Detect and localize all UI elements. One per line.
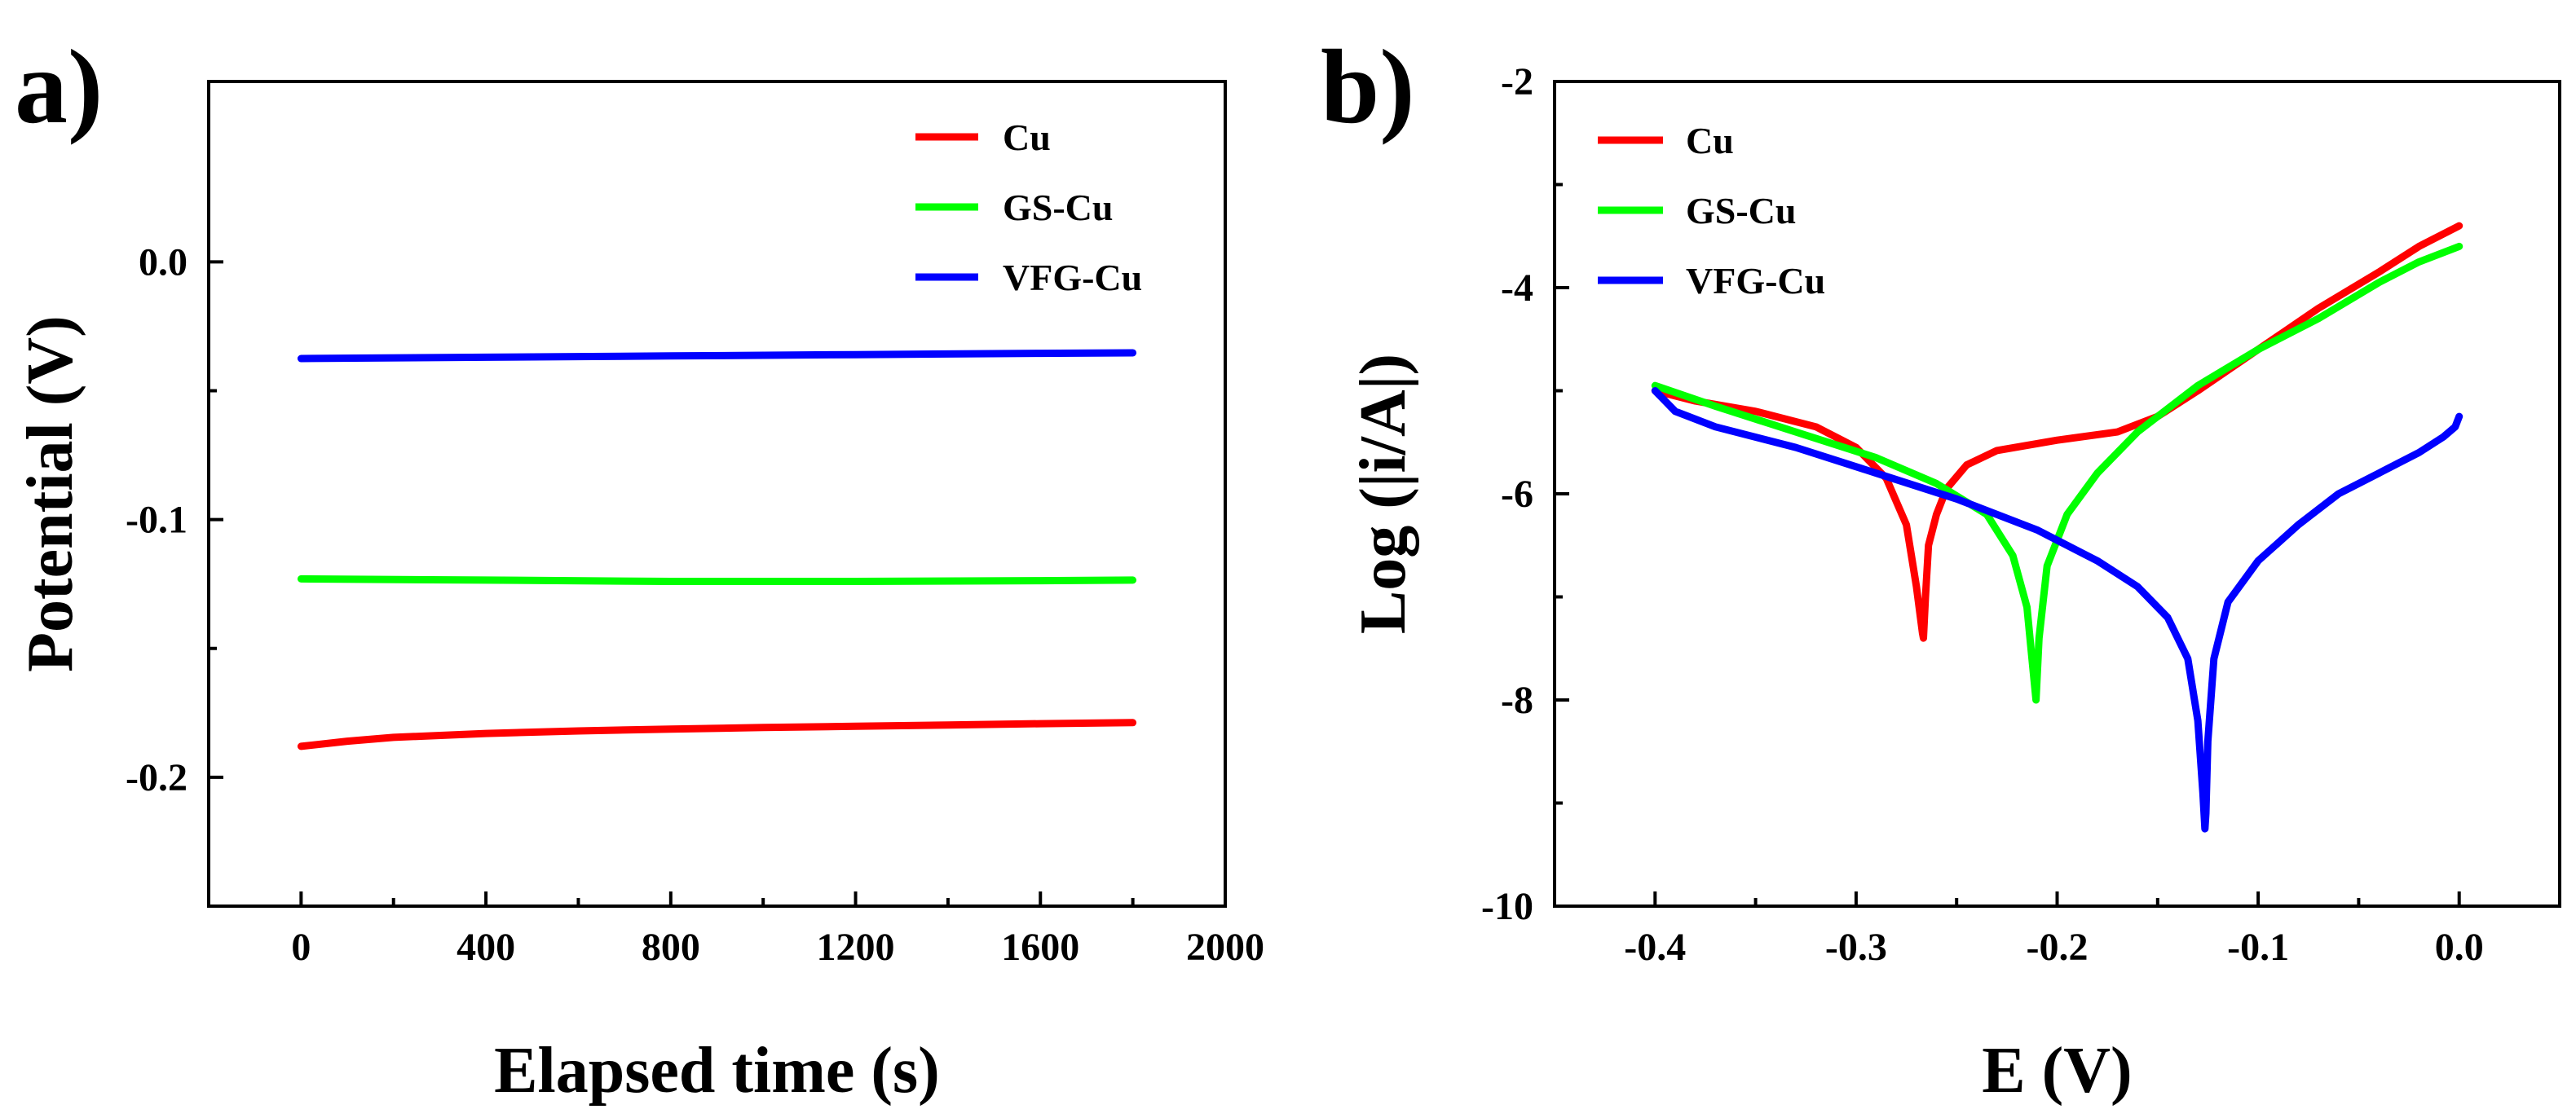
panel-a-series-vfg-cu-line xyxy=(297,349,1137,363)
panel-b-y-axis-title: Log (|i/A|) xyxy=(1348,354,1419,634)
panel-b-label: b) xyxy=(1321,29,1415,146)
panel-b-x-axis-title: E (V) xyxy=(1982,1035,2132,1107)
panel-b-x-tick-label: -0.4 xyxy=(1624,926,1686,969)
panel-a-y-tick-label: -0.1 xyxy=(126,499,187,542)
panel-a-legend-label-gs-cu: GS-Cu xyxy=(1003,187,1113,228)
panel-a-y-tick-label: 0.0 xyxy=(139,240,187,284)
panel-a-x-tick-label: 400 xyxy=(457,926,515,969)
panel-b-legend-label-vfg-cu: VFG-Cu xyxy=(1686,260,1825,302)
panel-b-y-tick-label: -8 xyxy=(1501,679,1533,722)
panel-b-x-tick-label: -0.1 xyxy=(2227,926,2289,969)
panel-b-legend-label-gs-cu: GS-Cu xyxy=(1686,190,1796,231)
panel-b-series-vfg-cu-line xyxy=(1651,387,2464,833)
panel-a-y-axis-title: Potential (V) xyxy=(15,315,86,672)
panel-a-legend-label-vfg-cu: VFG-Cu xyxy=(1003,257,1142,298)
panel-a-x-tick-label: 0 xyxy=(291,926,311,969)
panel-b-series-gs-cu-line xyxy=(1651,242,2464,704)
panel-b-legend-label-cu: Cu xyxy=(1686,120,1734,161)
panel-a-x-tick-label: 1600 xyxy=(1001,926,1079,969)
panel-b-y-tick-label: -4 xyxy=(1501,266,1533,310)
panel-b-y-tick-label: -6 xyxy=(1501,473,1533,516)
panel-a-x-tick-label: 800 xyxy=(642,926,700,969)
panel-a-legend-label-cu: Cu xyxy=(1003,117,1051,158)
panel-a-label: a) xyxy=(15,29,103,146)
panel-b-y-tick-label: -10 xyxy=(1481,885,1533,928)
panel-b-chart: -0.4 -0.3 -0.2 -0.1 0.0 -10 -8 -6 -4 -2 E (V) Log (… xyxy=(1321,29,2561,1107)
panel-b-x-tick-label: -0.3 xyxy=(1825,926,1887,969)
panel-a-plot-frame xyxy=(207,80,1227,908)
panel-a-x-tick-label: 1200 xyxy=(817,926,895,969)
panel-b-x-tick-label: -0.2 xyxy=(2027,926,2089,969)
panel-a-series-cu-line xyxy=(297,719,1137,750)
panel-a-x-axis-title: Elapsed time (s) xyxy=(494,1035,940,1107)
panel-a-chart: 0 400 800 1200 1600 2000 -0.2 -0.1 0.0 Elapsed ti… xyxy=(15,29,1264,1107)
panel-a-x-tick-label: 2000 xyxy=(1186,926,1264,969)
panel-b-y-tick-label: -2 xyxy=(1501,60,1533,103)
panel-a-y-tick-label: -0.2 xyxy=(126,756,187,799)
panel-a-series-gs-cu-line xyxy=(297,574,1137,585)
panel-b-x-tick-label: 0.0 xyxy=(2435,926,2484,969)
